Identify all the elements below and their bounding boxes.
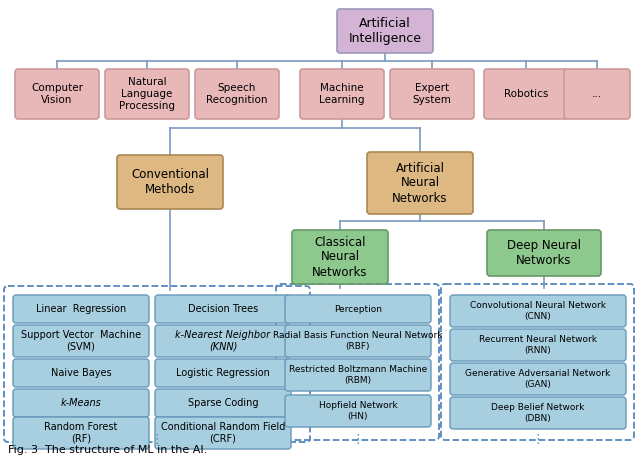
FancyBboxPatch shape xyxy=(195,69,279,119)
FancyBboxPatch shape xyxy=(155,389,291,417)
FancyBboxPatch shape xyxy=(564,69,630,119)
Text: Perception: Perception xyxy=(334,304,382,313)
FancyBboxPatch shape xyxy=(13,325,149,357)
Text: Classical
Neural
Networks: Classical Neural Networks xyxy=(312,235,368,279)
FancyBboxPatch shape xyxy=(155,295,291,323)
Text: Convolutional Neural Network
(CNN): Convolutional Neural Network (CNN) xyxy=(470,301,606,321)
Text: Linear  Regression: Linear Regression xyxy=(36,304,126,314)
Text: Logistic Regression: Logistic Regression xyxy=(176,368,270,378)
Text: Computer
Vision: Computer Vision xyxy=(31,83,83,105)
Text: Robotics: Robotics xyxy=(504,89,548,99)
Text: Sparse Coding: Sparse Coding xyxy=(188,398,259,408)
Text: Restricted Boltzmann Machine
(RBM): Restricted Boltzmann Machine (RBM) xyxy=(289,365,427,385)
FancyBboxPatch shape xyxy=(300,69,384,119)
FancyBboxPatch shape xyxy=(367,152,473,214)
Text: ⋮: ⋮ xyxy=(151,433,163,447)
FancyBboxPatch shape xyxy=(487,230,601,276)
Text: Conventional
Methods: Conventional Methods xyxy=(131,168,209,196)
FancyBboxPatch shape xyxy=(155,417,291,449)
FancyBboxPatch shape xyxy=(155,359,291,387)
FancyBboxPatch shape xyxy=(285,359,431,391)
FancyBboxPatch shape xyxy=(484,69,568,119)
Text: Fig. 3  The structure of ML in the AI.: Fig. 3 The structure of ML in the AI. xyxy=(8,445,207,455)
Text: Deep Neural
Networks: Deep Neural Networks xyxy=(507,239,581,267)
FancyBboxPatch shape xyxy=(285,325,431,357)
FancyBboxPatch shape xyxy=(13,389,149,417)
Text: ⋮: ⋮ xyxy=(531,433,544,447)
Text: Speech
Recognition: Speech Recognition xyxy=(206,83,268,105)
Text: Random Forest
(RF): Random Forest (RF) xyxy=(44,422,118,444)
FancyBboxPatch shape xyxy=(390,69,474,119)
Text: Artificial
Intelligence: Artificial Intelligence xyxy=(349,17,422,45)
Text: Conditional Random Field
(CRF): Conditional Random Field (CRF) xyxy=(161,422,285,444)
Text: k-Means: k-Means xyxy=(61,398,101,408)
Text: Deep Belief Network
(DBN): Deep Belief Network (DBN) xyxy=(492,403,585,423)
FancyBboxPatch shape xyxy=(105,69,189,119)
Text: Naive Bayes: Naive Bayes xyxy=(51,368,111,378)
FancyBboxPatch shape xyxy=(337,9,433,53)
FancyBboxPatch shape xyxy=(285,395,431,427)
Text: k-Nearest Neighbor
(KNN): k-Nearest Neighbor (KNN) xyxy=(175,330,271,352)
FancyBboxPatch shape xyxy=(117,155,223,209)
Text: Decision Trees: Decision Trees xyxy=(188,304,258,314)
FancyBboxPatch shape xyxy=(450,295,626,327)
FancyBboxPatch shape xyxy=(450,397,626,429)
Text: ...: ... xyxy=(592,89,602,99)
Text: Recurrent Neural Network
(RNN): Recurrent Neural Network (RNN) xyxy=(479,336,597,355)
Text: Generative Adversarial Network
(GAN): Generative Adversarial Network (GAN) xyxy=(465,369,611,389)
FancyBboxPatch shape xyxy=(155,325,291,357)
FancyBboxPatch shape xyxy=(285,295,431,323)
Text: Radial Basis Function Neural Network
(RBF): Radial Basis Function Neural Network (RB… xyxy=(273,331,443,351)
FancyBboxPatch shape xyxy=(450,329,626,361)
FancyBboxPatch shape xyxy=(13,359,149,387)
FancyBboxPatch shape xyxy=(13,295,149,323)
FancyBboxPatch shape xyxy=(450,363,626,395)
Text: Artificial
Neural
Networks: Artificial Neural Networks xyxy=(392,162,448,205)
Text: Hopfield Network
(HN): Hopfield Network (HN) xyxy=(319,401,397,421)
FancyBboxPatch shape xyxy=(292,230,388,284)
Text: ⋮: ⋮ xyxy=(351,433,364,447)
FancyBboxPatch shape xyxy=(13,417,149,449)
Text: Expert
System: Expert System xyxy=(413,83,451,105)
FancyBboxPatch shape xyxy=(15,69,99,119)
Text: Support Vector  Machine
(SVM): Support Vector Machine (SVM) xyxy=(21,330,141,352)
Text: Natural
Language
Processing: Natural Language Processing xyxy=(119,78,175,111)
Text: Machine
Learning: Machine Learning xyxy=(319,83,365,105)
